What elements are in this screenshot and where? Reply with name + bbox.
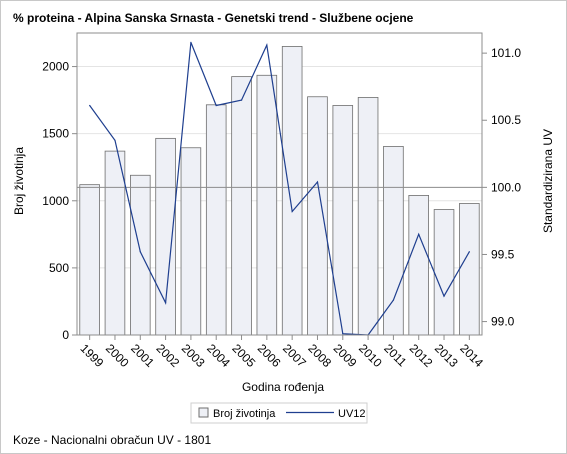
legend-label-line: UV12: [338, 408, 366, 420]
right-tick-label: 100.0: [491, 180, 521, 194]
bar-2012: [408, 195, 429, 336]
x-axis-title: Godina rođenja: [242, 380, 324, 394]
right-tick-label: 99.0: [491, 315, 515, 329]
legend: Broj životinja UV12: [190, 402, 368, 424]
right-tick-label: 100.5: [491, 113, 521, 127]
bar-2013: [433, 209, 455, 336]
bar-2004: [205, 104, 227, 336]
x-tick-label-2004: 2004: [204, 341, 233, 370]
x-tick-label-2010: 2010: [356, 341, 385, 370]
bars: [79, 46, 480, 336]
plot-border: [76, 32, 483, 336]
footnote: Koze - Nacionalni obračun UV - 1801: [13, 433, 212, 447]
x-tick-label-2011: 2011: [381, 341, 409, 369]
right-axis-ticks: 99.0 99.5 100.0 100.5 101.0: [482, 46, 521, 329]
bar-2005: [231, 76, 252, 336]
x-tick-label-2003: 2003: [179, 341, 208, 370]
legend-box: [190, 402, 368, 424]
uv12-point-2013: [443, 295, 445, 297]
bar-1999: [79, 184, 100, 336]
legend-bar-swatch: [198, 407, 209, 418]
uv12-point-2000: [114, 139, 116, 141]
uv12-point-2007: [291, 210, 293, 213]
uv12-point-2002: [164, 302, 167, 304]
bar-2014: [459, 203, 480, 336]
uv12-point-2014: [468, 251, 470, 253]
x-tick-label-2000: 2000: [103, 341, 132, 370]
uv-line: [89, 41, 470, 336]
legend-label-bars: Broj životinja: [213, 408, 276, 420]
chart-title: % proteina - Alpina Sanska Srnasta - Gen…: [13, 11, 414, 25]
x-tick-label-2002: 2002: [153, 341, 182, 370]
x-tick-label-2008: 2008: [305, 341, 334, 370]
x-tick-label-2006: 2006: [255, 341, 284, 370]
left-tick-label: 0: [62, 328, 69, 342]
bar-2000: [104, 150, 126, 336]
bar-2008: [307, 96, 328, 336]
uv12-point-2012: [418, 233, 420, 235]
bar-2007: [281, 46, 303, 336]
right-tick-label: 99.5: [491, 247, 515, 261]
bar-2001: [130, 174, 151, 336]
y-axis-title-right: Standardizirana UV: [541, 129, 555, 233]
uv12-point-2005: [240, 99, 243, 101]
bar-2006: [256, 74, 278, 336]
x-tick-label-2014: 2014: [457, 341, 486, 370]
x-axis-ticks: 1999200020012002200320042005200620072008…: [78, 335, 486, 370]
bar-2009: [332, 105, 354, 336]
uv12-point-2001: [139, 251, 141, 253]
uv12-point-1999: [89, 104, 91, 107]
uv12-point-2003: [190, 41, 192, 43]
y-axis-title-left: Broj životinja: [12, 147, 26, 215]
x-tick-label-2009: 2009: [331, 341, 360, 370]
x-tick-label-2012: 2012: [407, 341, 436, 370]
x-tick-label-2013: 2013: [432, 341, 461, 370]
uv12-line: [89, 42, 470, 336]
left-tick-label: 2000: [42, 60, 69, 74]
uv12-point-2006: [266, 44, 268, 46]
bar-2010: [357, 97, 379, 336]
left-axis-ticks: 0 500 1000 1500 2000: [42, 60, 77, 342]
left-tick-label: 1000: [42, 194, 69, 208]
uv12-point-2011: [392, 299, 395, 301]
bar-2011: [383, 146, 404, 336]
uv12-point-2008: [316, 181, 319, 183]
left-tick-label: 1500: [42, 127, 69, 141]
right-tick-label: 101.0: [491, 46, 521, 60]
uv12-point-2009: [342, 333, 344, 335]
x-tick-label-2005: 2005: [229, 341, 258, 370]
uv12-point-2004: [215, 104, 217, 107]
x-tick-label-2007: 2007: [280, 341, 309, 370]
x-tick-label-2001: 2001: [128, 341, 157, 370]
x-tick-label-1999: 1999: [78, 341, 107, 370]
left-tick-label: 500: [49, 261, 69, 275]
bar-2003: [180, 147, 202, 336]
